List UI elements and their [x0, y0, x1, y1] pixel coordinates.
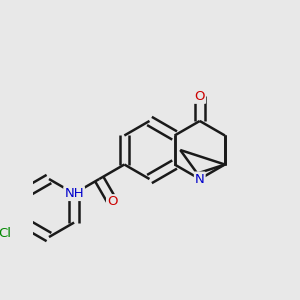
Text: N: N: [195, 172, 205, 185]
Text: NH: NH: [64, 187, 84, 200]
Text: O: O: [194, 90, 205, 103]
Text: O: O: [107, 195, 118, 208]
Text: Cl: Cl: [0, 227, 11, 240]
